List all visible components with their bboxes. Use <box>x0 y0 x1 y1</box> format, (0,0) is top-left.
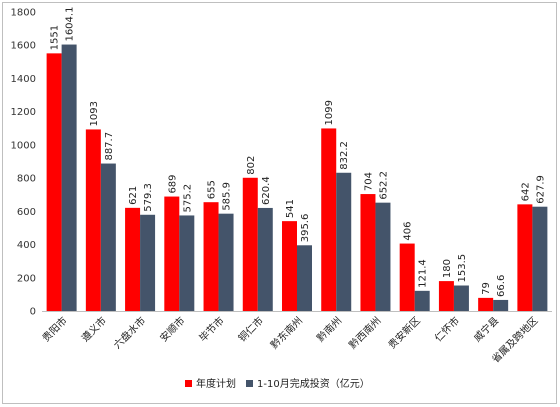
y-tick-label: 1200 <box>11 107 36 118</box>
x-category-label: 黔东南州 <box>268 314 305 351</box>
legend: 年度计划 1-10月完成投资（亿元） <box>185 377 370 390</box>
bar-completed <box>140 214 156 311</box>
bar-plan <box>282 221 297 311</box>
bar-plan <box>46 53 62 312</box>
bar-completed <box>61 44 77 311</box>
y-tick-label: 1000 <box>11 140 36 151</box>
data-label-plan: 802 <box>246 156 257 175</box>
y-tick-label: 800 <box>17 174 36 185</box>
data-label-completed: 627.9 <box>535 175 546 204</box>
bar-plan <box>203 202 219 311</box>
x-category-label: 贵安新区 <box>385 314 422 351</box>
bar-completed <box>179 215 195 311</box>
y-axis: 0 200 400 600 800 1000 1200 1400 1600 1800 <box>11 8 552 318</box>
bar-plan <box>164 196 180 311</box>
y-tick-label: 200 <box>17 273 36 284</box>
data-label-completed: 620.4 <box>261 176 272 205</box>
data-label-completed: 1604.1 <box>65 7 76 42</box>
data-label-completed: 395.6 <box>300 214 311 243</box>
bar-plan <box>438 281 454 311</box>
y-tick-label: 0 <box>30 307 36 318</box>
y-tick-label: 600 <box>17 207 36 218</box>
bar-completed <box>493 299 509 311</box>
data-label-completed: 575.2 <box>182 184 193 213</box>
data-label-plan: 642 <box>520 182 531 201</box>
data-label-completed: 887.7 <box>104 132 115 161</box>
x-category-label: 六盘水市 <box>111 314 148 351</box>
bar-completed <box>375 202 391 311</box>
data-labels-group: 1551 1604.1 1093 887.7 621 579.3 689 575.2 655 58… <box>50 7 547 297</box>
bar-completed <box>218 213 234 311</box>
bar-completed <box>336 172 352 311</box>
data-label-plan: 655 <box>207 180 218 199</box>
data-label-plan: 1099 <box>324 100 335 125</box>
data-label-plan: 180 <box>442 259 453 278</box>
x-category-labels: 贵阳市 遵义市 六盘水市 安顺市 毕节市 铜仁市 黔东南州 黔南州 黔西南州 贵安新区 仁怀市 威宁县… <box>39 314 540 366</box>
legend-swatch-completed <box>246 380 253 387</box>
data-label-plan: 1551 <box>50 25 61 50</box>
bar-plan <box>478 297 494 311</box>
x-category-label: 铜仁市 <box>235 314 265 344</box>
x-category-label: 贵阳市 <box>39 314 69 344</box>
bar-completed <box>257 207 273 311</box>
x-category-label: 安顺市 <box>157 314 187 344</box>
data-label-completed: 153.5 <box>457 254 468 283</box>
data-label-completed: 66.6 <box>496 275 507 297</box>
y-tick-label: 400 <box>17 240 36 251</box>
data-label-completed: 832.2 <box>339 141 350 170</box>
bar-plan <box>125 207 141 311</box>
data-label-completed: 121.4 <box>418 259 429 288</box>
data-label-plan: 541 <box>285 199 296 218</box>
y-tick-label: 1400 <box>11 74 36 85</box>
data-label-completed: 652.2 <box>378 171 389 200</box>
data-label-plan: 1093 <box>89 101 100 126</box>
legend-label-plan: 年度计划 <box>196 377 236 390</box>
data-label-plan: 704 <box>363 172 374 191</box>
x-category-label: 黔南州 <box>314 314 344 344</box>
legend-swatch-plan <box>185 380 192 387</box>
bar-plan <box>85 129 101 311</box>
bar-plan <box>321 128 337 311</box>
bar-plan <box>242 177 258 311</box>
data-label-completed: 585.9 <box>222 182 233 211</box>
bar-completed <box>532 206 548 311</box>
bar-completed <box>414 290 430 311</box>
x-category-label: 毕节市 <box>196 314 226 344</box>
data-label-plan: 689 <box>167 174 178 193</box>
bars-group <box>46 44 548 312</box>
x-category-label: 黔西南州 <box>346 314 383 351</box>
data-label-plan: 621 <box>128 186 139 205</box>
x-category-label: 遵义市 <box>79 314 109 344</box>
y-tick-label: 1600 <box>11 41 36 52</box>
bar-completed <box>297 245 312 311</box>
legend-label-completed: 1-10月完成投资（亿元） <box>257 377 370 390</box>
bar-plan <box>399 243 415 311</box>
data-label-completed: 579.3 <box>143 183 154 212</box>
bar-plan <box>517 204 533 311</box>
bar-completed <box>100 163 116 311</box>
x-category-label: 威宁县 <box>471 314 501 344</box>
bar-plan <box>360 194 376 311</box>
bar-completed <box>453 285 469 311</box>
y-tick-label: 1800 <box>11 8 36 19</box>
data-label-plan: 406 <box>403 221 414 240</box>
x-category-label: 仁怀市 <box>432 314 462 344</box>
data-label-plan: 79 <box>481 282 492 295</box>
